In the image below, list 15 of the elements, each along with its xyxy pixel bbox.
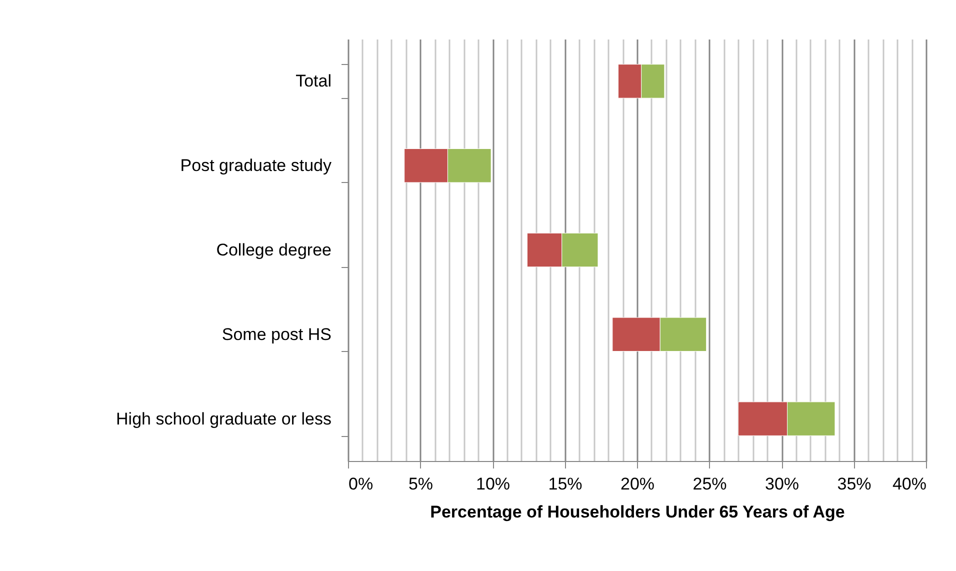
x-tick-label: 0%	[348, 474, 374, 494]
y-tick-label: High school graduate or less	[116, 409, 332, 428]
y-tick-label: Some post HS	[222, 324, 332, 344]
x-tick-label: 30%	[764, 474, 800, 494]
x-tick-label: 5%	[408, 474, 434, 494]
x-tick-label: 10%	[476, 474, 510, 494]
y-tick-label: College degree	[216, 240, 332, 260]
x-tick-label: 20%	[620, 474, 655, 494]
x-tick-label: 25%	[692, 474, 727, 494]
x-tick-label: 15%	[548, 474, 582, 494]
x-axis-title: Percentage of Householders Under 65 Years of Age	[430, 502, 845, 522]
y-tick-label: Post graduate study	[180, 156, 332, 176]
y-tick-label: Total	[296, 72, 332, 91]
x-tick-label: 35%	[837, 474, 872, 494]
x-tick-label: 40%	[892, 474, 926, 494]
